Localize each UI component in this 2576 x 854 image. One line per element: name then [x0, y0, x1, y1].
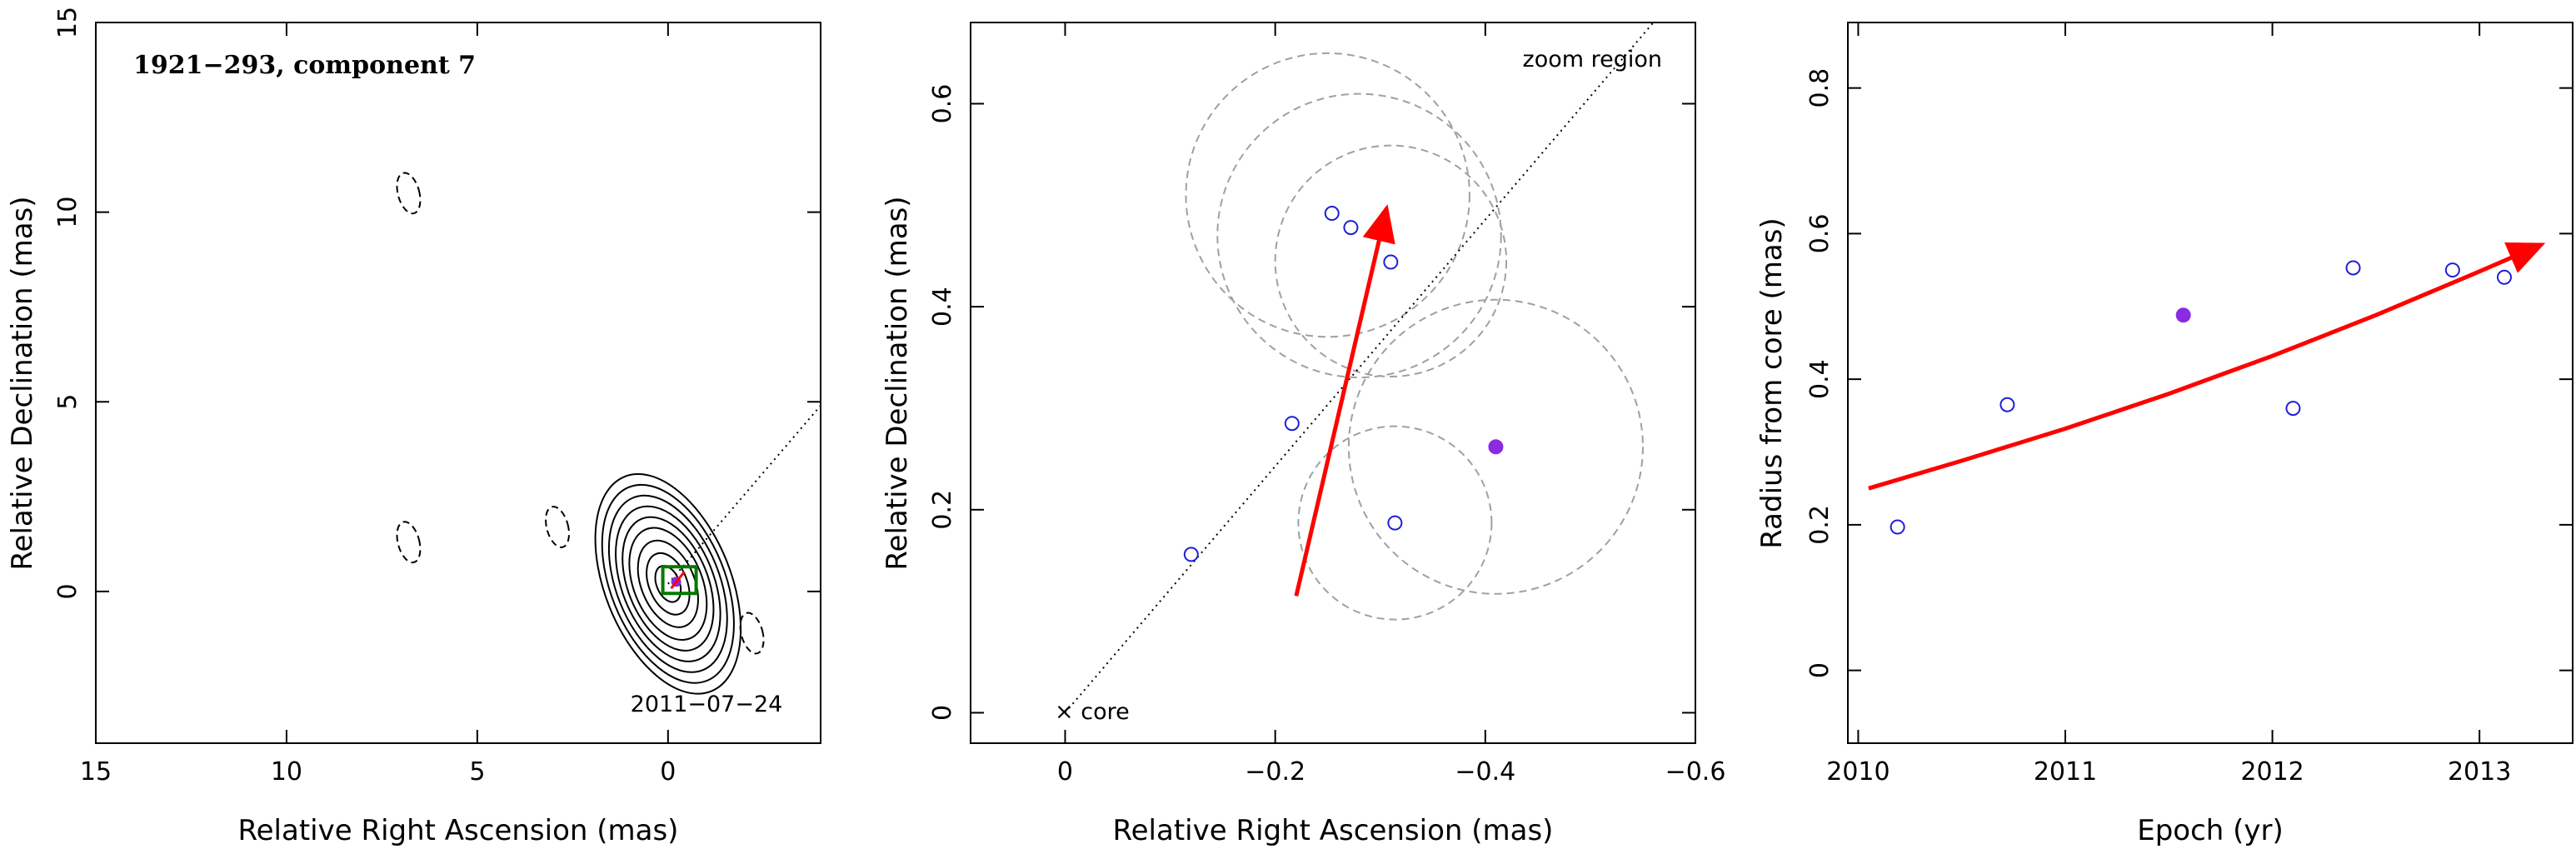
zoom-region-label: zoom region [1523, 47, 1662, 72]
x-tick-label: 2013 [2448, 757, 2511, 787]
y-tick-label: 0.6 [928, 84, 957, 124]
panel-contour-map: 15 10 5 0 0 5 10 15 1921−293, component 7 2011−… [6, 7, 821, 847]
uncertainty-circle [1347, 298, 1644, 595]
core-label: × core [1055, 699, 1130, 725]
y-tick-label: 0.8 [1805, 68, 1835, 108]
negative-contour [396, 521, 422, 564]
uncertainty-circle [1185, 52, 1470, 338]
component-arrow [670, 571, 686, 590]
contour-level [615, 505, 721, 662]
open-point [1284, 416, 1300, 432]
y-tick-label: 0.6 [1805, 214, 1835, 254]
date-label: 2011−07−24 [631, 692, 783, 717]
y-axis-title: Relative Declination (mas) [6, 196, 39, 570]
x-axis-title: Relative Right Ascension (mas) [238, 814, 679, 847]
y-tick-label: 10 [53, 197, 82, 228]
y-tick-label: 0.2 [1805, 505, 1835, 545]
contour-level [607, 494, 728, 673]
open-point [1999, 397, 2015, 412]
x-tick-label: −0.4 [1455, 757, 1515, 787]
contour-level [628, 527, 708, 642]
contour-level [622, 516, 715, 652]
open-point [1890, 519, 1905, 535]
plot-frame [1847, 22, 2574, 744]
x-tick-label: −0.2 [1245, 757, 1305, 787]
open-point [1343, 220, 1359, 236]
open-point [2285, 401, 2301, 417]
open-point [1183, 547, 1199, 562]
y-tick-label: 0.4 [1805, 359, 1835, 399]
contour-level [594, 472, 742, 695]
y-tick-label: 5 [53, 394, 82, 410]
negative-contour [396, 172, 422, 215]
filled-point [1488, 439, 1504, 455]
negative-contour [545, 506, 571, 548]
y-tick-label: 15 [53, 7, 82, 38]
open-point [2345, 260, 2361, 276]
plot-frame [970, 22, 1696, 744]
fit-curve [1868, 242, 2546, 491]
x-tick-label: 0 [1057, 757, 1073, 787]
y-tick-label: 0 [53, 583, 82, 599]
y-axis-title: Radius from core (mas) [1755, 217, 1789, 548]
panel-radius-vs-epoch: 2010 2011 2012 2013 0 0.2 0.4 0.6 0.8 Epoch (yr)… [1755, 22, 2574, 847]
open-point [1324, 206, 1340, 222]
x-tick-label: −0.6 [1665, 757, 1726, 787]
velocity-arrow [1294, 204, 1395, 597]
x-tick-label: 0 [660, 757, 676, 787]
chart-title: 1921−293, component 7 [133, 51, 476, 80]
uncertainty-circle [1216, 92, 1502, 379]
uncertainty-circle [1297, 425, 1493, 621]
panel-zoom-region: 0 −0.2 −0.4 −0.6 0 0.2 0.4 0.6 zoom region × co… [881, 22, 1725, 847]
x-tick-label: 5 [469, 757, 485, 787]
x-axis-title: Epoch (yr) [2137, 814, 2284, 847]
contour-level [646, 552, 691, 616]
x-tick-label: 15 [80, 757, 112, 787]
y-tick-label: 0.2 [928, 490, 957, 530]
open-point [2444, 262, 2460, 278]
contour-level [601, 483, 735, 684]
negative-contour [739, 612, 765, 655]
x-tick-label: 2011 [2034, 757, 2097, 787]
trend-line [1064, 22, 1655, 714]
direction-line [667, 405, 821, 585]
x-tick-label: 2012 [2240, 757, 2304, 787]
open-point [1383, 254, 1399, 270]
uncertainty-circle [1274, 144, 1508, 377]
open-point [2496, 269, 2512, 285]
y-tick-label: 0.4 [928, 287, 957, 327]
x-tick-label: 2010 [1826, 757, 1890, 787]
y-tick-label: 0 [928, 705, 957, 721]
core-label-text: core [1081, 699, 1129, 725]
open-point [1387, 515, 1403, 531]
filled-point [2175, 307, 2191, 323]
x-axis-title: Relative Right Ascension (mas) [1113, 814, 1554, 847]
y-tick-label: 0 [1805, 662, 1835, 678]
plot-frame [95, 22, 821, 744]
contour-level [637, 539, 699, 628]
x-tick-label: 10 [271, 757, 302, 787]
y-axis-title: Relative Declination (mas) [881, 196, 914, 570]
component-box [661, 565, 698, 596]
